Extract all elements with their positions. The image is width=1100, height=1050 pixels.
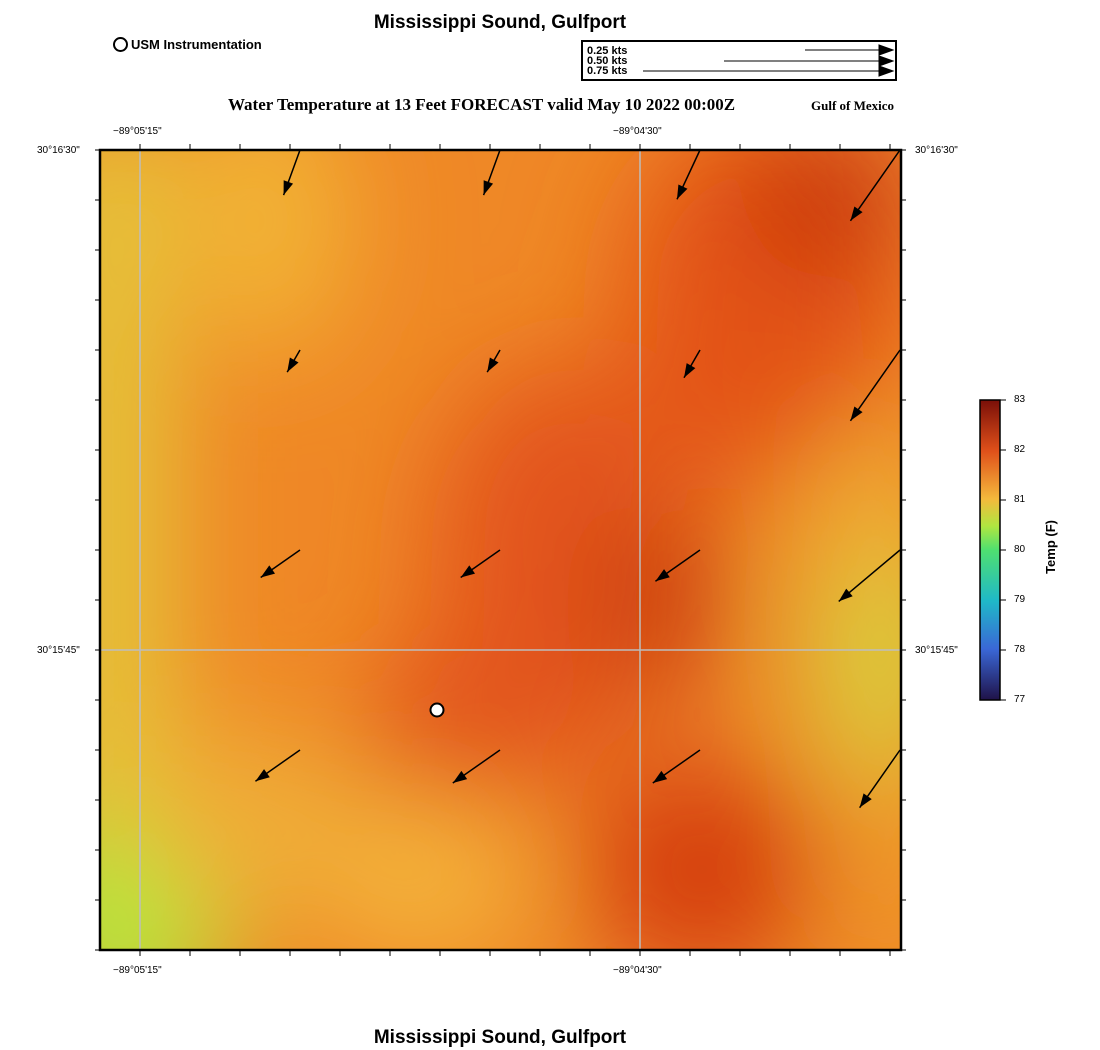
speed-label-mid: 0.50 kts xyxy=(587,55,628,67)
lat-tick-label-left-north: 30°16'30" xyxy=(37,145,80,156)
current-vector-arrow xyxy=(683,349,701,379)
current-vector-arrow xyxy=(482,149,501,196)
colorbar-ticks xyxy=(1000,399,1006,701)
current-vectors xyxy=(255,149,901,809)
colorbar xyxy=(979,399,1001,701)
station-marker-icon xyxy=(113,37,128,52)
instrumentation-legend: USM Instrumentation xyxy=(113,37,262,52)
current-vector-arrow xyxy=(849,149,901,222)
lon-tick-label-bottom-west: −89°05'15" xyxy=(113,965,162,976)
graticule xyxy=(100,150,901,950)
usm-station-marker[interactable] xyxy=(429,702,445,718)
current-vector-arrow xyxy=(286,349,301,373)
lat-tick-label-left-south: 30°15'45" xyxy=(37,645,80,656)
current-vector-arrow xyxy=(255,749,301,782)
current-vector-arrow xyxy=(676,149,701,200)
map-subtitle: Water Temperature at 13 Feet FORECAST va… xyxy=(228,95,736,114)
current-vector-arrow xyxy=(460,549,501,579)
frame-ticks xyxy=(95,144,906,956)
current-vector-arrow xyxy=(655,549,701,582)
current-speed-legend: 0.25 kts 0.50 kts 0.75 kts xyxy=(581,40,897,81)
colorbar-tick-77: 77 xyxy=(1014,694,1026,705)
temperature-field xyxy=(100,150,901,950)
speed-label-high: 0.75 kts xyxy=(587,65,628,77)
lon-tick-label-top-west: −89°05'15" xyxy=(113,126,162,137)
colorbar-tick-78: 78 xyxy=(1014,644,1026,655)
current-vector-arrow xyxy=(486,349,501,373)
colorbar-tick-79: 79 xyxy=(1014,594,1026,605)
lat-tick-label-right-south: 30°15'45" xyxy=(915,645,958,656)
map-title: Mississippi Sound, Gulfport xyxy=(373,12,627,33)
colorbar-title: Temp (F) xyxy=(1043,520,1058,574)
colorbar-tick-81: 81 xyxy=(1014,494,1026,505)
instrumentation-legend-label: USM Instrumentation xyxy=(131,37,262,52)
lon-tick-label-top-east: −89°04'30" xyxy=(613,126,662,137)
current-vector-arrow xyxy=(282,149,301,196)
current-vector-arrow xyxy=(452,749,501,784)
current-vector-arrow xyxy=(260,549,301,579)
colorbar-tick-83: 83 xyxy=(1014,394,1026,405)
colorbar-tick-80: 80 xyxy=(1014,544,1026,555)
current-vector-arrow xyxy=(838,549,901,602)
lon-tick-label-bottom-east: −89°04'30" xyxy=(613,965,662,976)
speed-legend-arrows xyxy=(643,44,895,77)
region-label: Gulf of Mexico xyxy=(811,98,895,113)
speed-label-low: 0.25 kts xyxy=(587,45,628,57)
current-vector-arrow xyxy=(849,349,901,422)
current-vector-arrow xyxy=(652,749,701,784)
footer-title: Mississippi Sound, Gulfport xyxy=(373,1027,627,1048)
lat-tick-label-right-north: 30°16'30" xyxy=(915,145,958,156)
colorbar-tick-82: 82 xyxy=(1014,444,1026,455)
current-vector-arrow xyxy=(859,749,901,809)
